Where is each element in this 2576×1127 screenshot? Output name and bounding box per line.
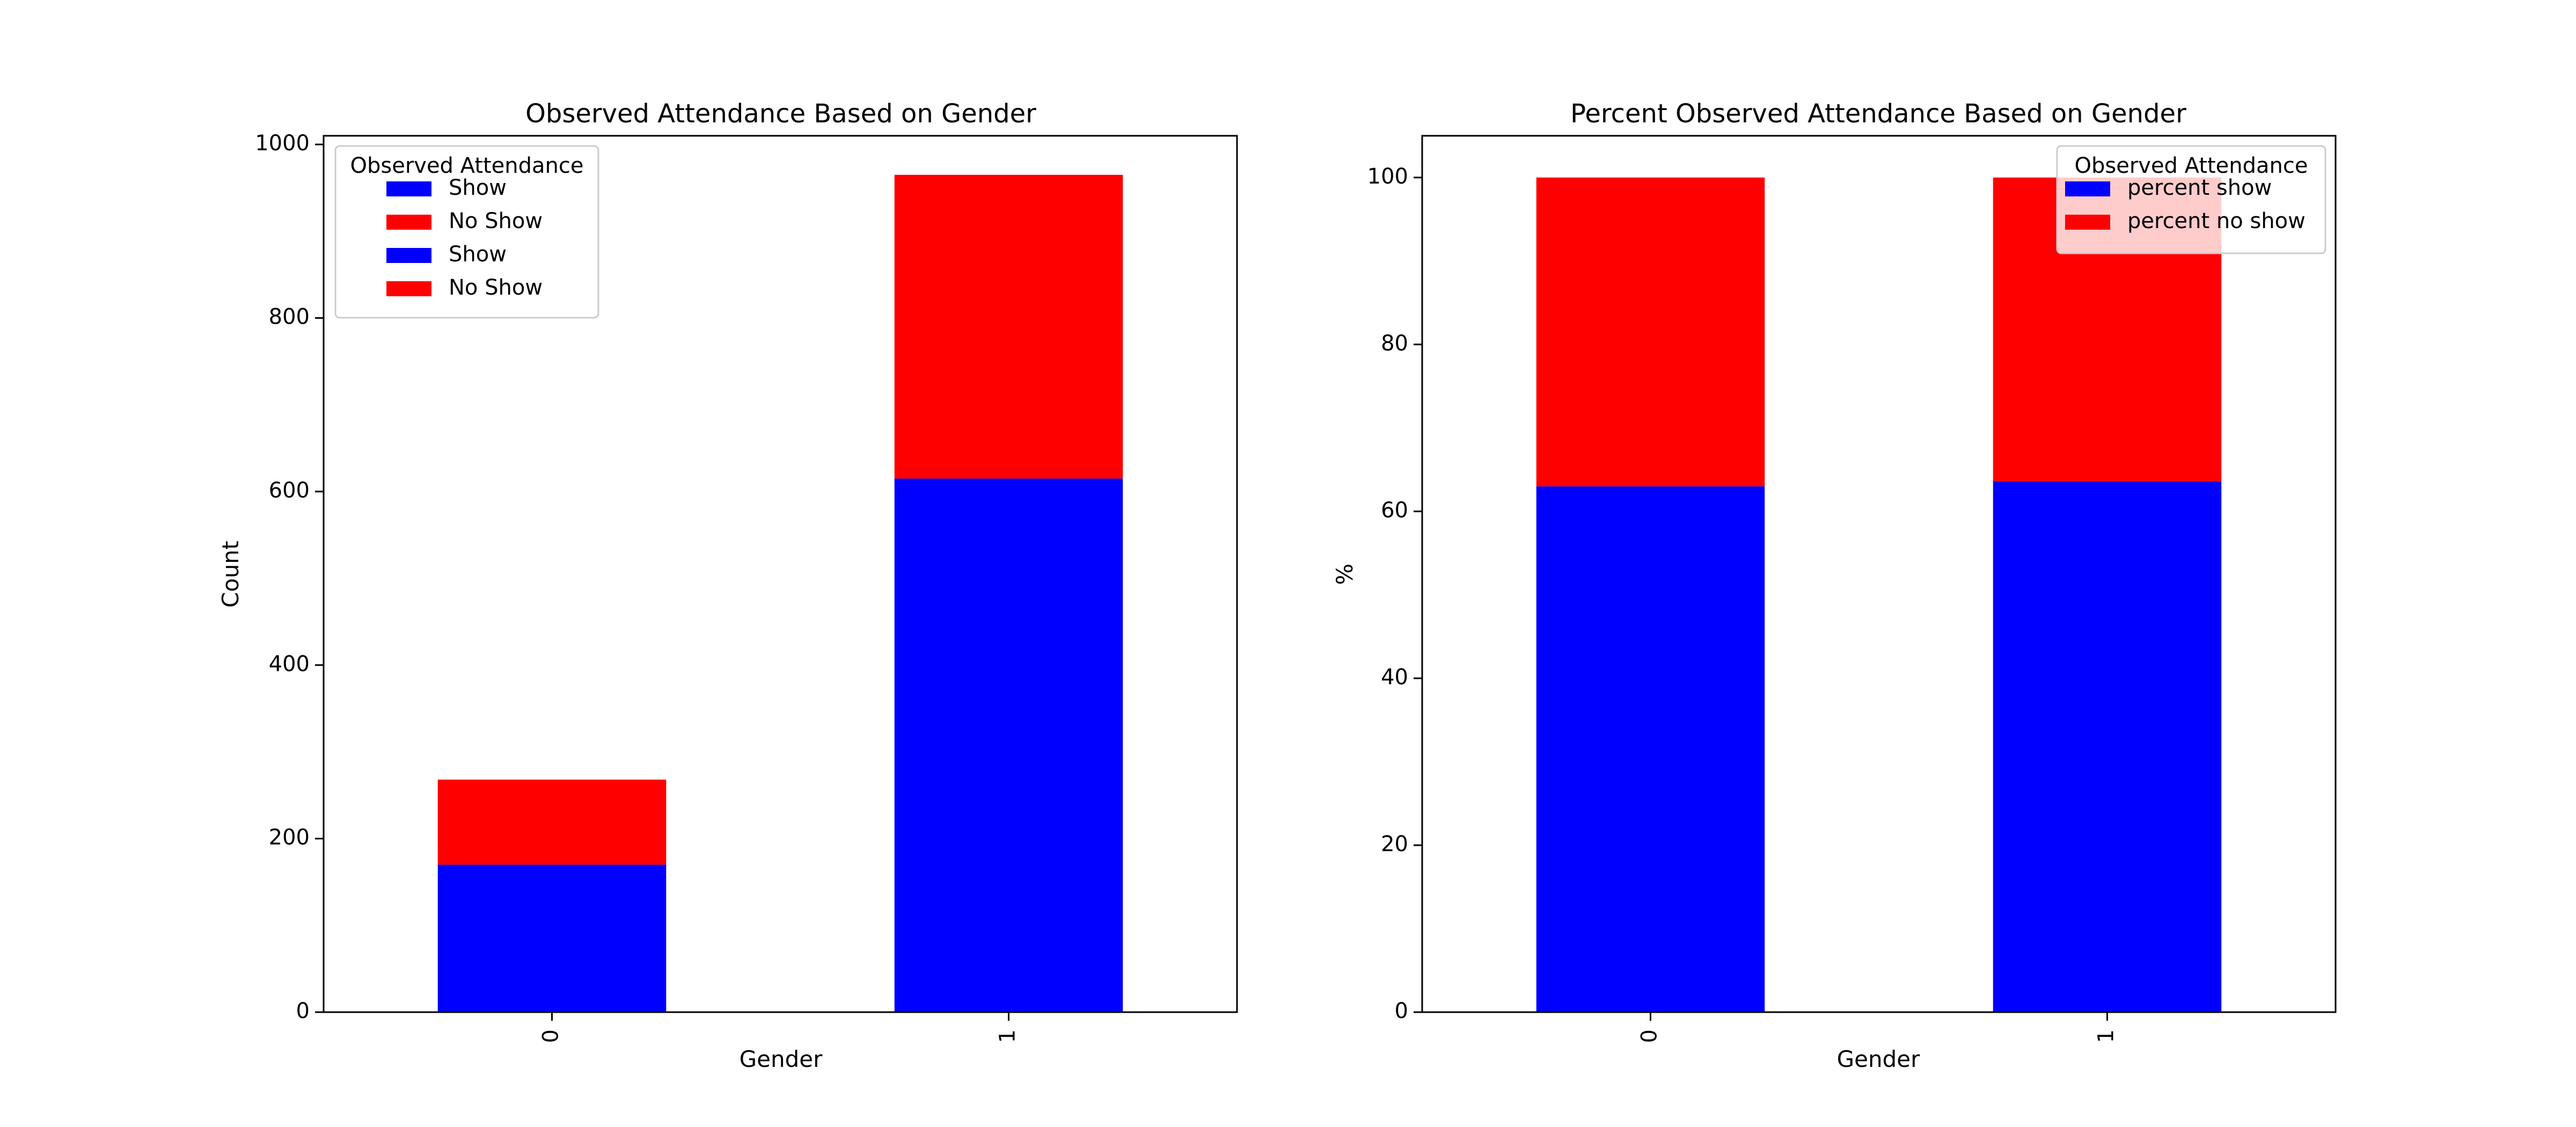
bar-segment <box>437 865 667 1012</box>
y-tick-label: 20 <box>1381 832 1408 857</box>
bar-segment <box>894 174 1123 479</box>
y-ticks: 0 20 40 60 80 100 <box>1367 164 1422 1023</box>
bar-segment <box>1993 481 2222 1012</box>
y-tick-label: 400 <box>269 652 310 676</box>
bar-segment <box>1536 177 1765 487</box>
plot-frame <box>1421 135 2337 1013</box>
y-tick-label: 600 <box>269 478 310 503</box>
x-tick-label: 0 <box>539 1029 564 1043</box>
bar-segment <box>1536 486 1765 1012</box>
y-tick-label: 800 <box>269 305 310 330</box>
legend-label: percent no show <box>2127 209 2306 233</box>
legend-box <box>2056 145 2326 254</box>
count-chart: Observed Attendance Based on Gender Gend… <box>217 99 1238 1072</box>
legend-swatch <box>2065 181 2110 196</box>
percent-chart: Percent Observed Attendance Based on Gen… <box>1331 99 2337 1072</box>
bars <box>1536 177 2222 1012</box>
y-tick-label: 100 <box>1367 164 1408 189</box>
legend-swatch <box>386 281 431 296</box>
legend-entries: percent show percent no show <box>2065 175 2306 233</box>
y-tick-label: 1000 <box>255 131 310 156</box>
bars <box>437 174 1123 1012</box>
legend-title: Observed Attendance <box>2075 153 2308 178</box>
y-tick-label: 0 <box>1395 999 1408 1023</box>
plot-frame <box>323 135 1238 1013</box>
y-axis-label: Count <box>217 541 244 608</box>
y-ticks: 0 200 400 600 800 1000 <box>255 131 324 1023</box>
y-tick-label: 60 <box>1381 498 1408 523</box>
legend-swatch <box>386 181 431 196</box>
y-tick-label: 200 <box>269 825 310 850</box>
y-tick-label: 40 <box>1381 665 1408 690</box>
bar-segment <box>437 779 667 865</box>
legend-swatch <box>386 248 431 263</box>
x-axis-label: Gender <box>1837 1046 1921 1072</box>
x-axis-label: Gender <box>740 1046 823 1072</box>
legend-label: percent show <box>2127 175 2272 200</box>
x-tick-label: 0 <box>1637 1029 1662 1043</box>
legend-swatch <box>386 215 431 230</box>
legend: Observed Attendance Show No Show Show No Sh… <box>334 145 599 319</box>
legend: Observed Attendance percent showpercent … <box>2056 145 2326 254</box>
legend-label: Show <box>449 242 507 267</box>
legend-label: No Show <box>449 275 543 300</box>
legend-label: Show <box>449 175 507 200</box>
y-tick-label: 0 <box>296 999 310 1023</box>
chart-title: Percent Observed Attendance Based on Gen… <box>1570 99 2186 129</box>
y-tick-label: 80 <box>1381 331 1408 356</box>
legend-label: No Show <box>449 209 543 233</box>
y-axis-label: % <box>1331 564 1358 585</box>
chart-title: Observed Attendance Based on Gender <box>525 99 1036 129</box>
legend-title: Observed Attendance <box>350 153 584 178</box>
legend-swatch <box>2065 215 2110 230</box>
legend-entries: Show No Show Show No Show <box>386 175 543 300</box>
bar-segment <box>894 478 1123 1012</box>
x-tick-label: 1 <box>996 1029 1020 1043</box>
x-tick-label: 1 <box>2094 1029 2119 1043</box>
